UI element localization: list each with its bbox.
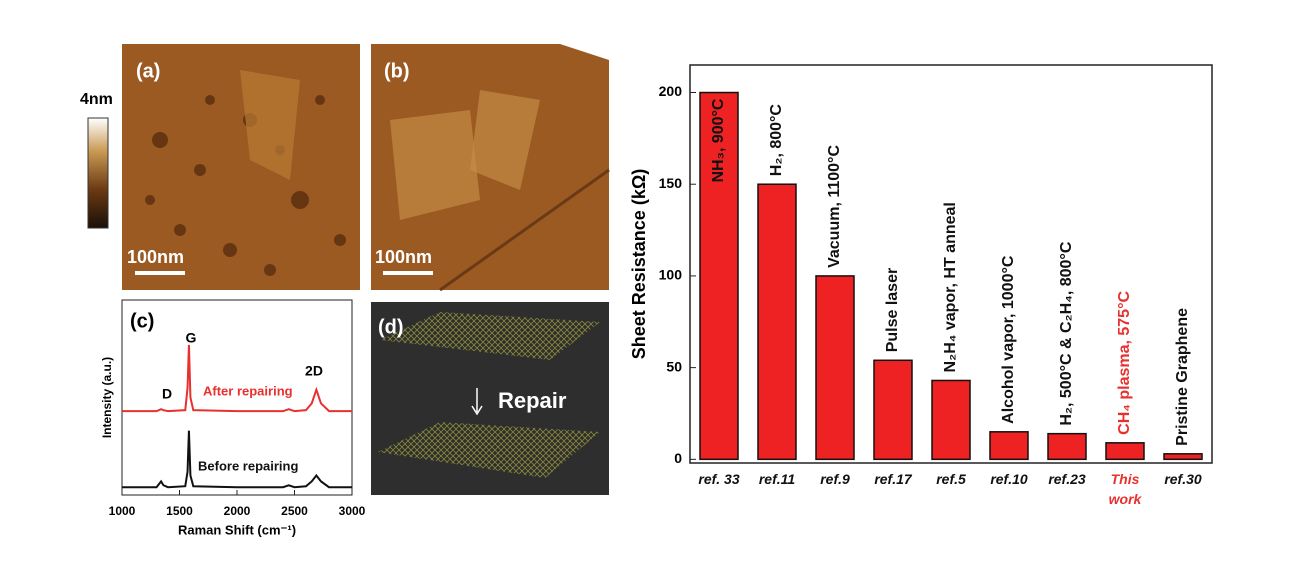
bar-label: NH₃, 900°C <box>710 98 727 182</box>
panel-label: (d) <box>378 316 404 338</box>
scale-label: 100nm <box>375 247 432 267</box>
scale-label: 100nm <box>127 247 184 267</box>
x-tick-label: 2500 <box>281 504 308 518</box>
spectrum-line <box>122 344 352 413</box>
axes-frame <box>689 64 1213 464</box>
peak-label: G <box>186 330 197 346</box>
x-tick-label: 1000 <box>109 504 136 518</box>
bar <box>757 183 797 461</box>
bar-label: H₂, 800°C <box>768 104 785 177</box>
bar-label: Alcohol vapor, 1000°C <box>1000 255 1017 424</box>
x-tick-label: 3000 <box>339 504 366 518</box>
x-tick-label: 1500 <box>166 504 193 518</box>
bar <box>989 431 1029 461</box>
bar <box>1105 442 1145 461</box>
x-tick-label: 2000 <box>224 504 251 518</box>
x-tick-label: ref.11 <box>759 471 796 487</box>
bar <box>815 275 855 461</box>
x-axis-label: Raman Shift (cm⁻¹) <box>178 522 296 537</box>
x-tick-label: ref.17 <box>874 471 913 487</box>
bar-label: Vacuum, 1100°C <box>826 145 843 268</box>
x-tick-label: ref.30 <box>1164 471 1202 487</box>
series-label: After repairing <box>203 383 293 398</box>
bar <box>931 379 971 461</box>
bar <box>1047 432 1087 461</box>
bar <box>699 91 739 461</box>
repair-diagram <box>371 302 609 495</box>
y-tick-label: 50 <box>666 358 682 374</box>
x-tick-label: ref.9 <box>820 471 850 487</box>
afm-image-b <box>371 44 610 292</box>
panel-label: (c) <box>130 310 154 332</box>
bar-label: Pristine Graphene <box>1174 308 1191 446</box>
y-tick-label: 150 <box>659 175 683 191</box>
bar <box>873 359 913 461</box>
y-axis-label: Sheet Resistance (kΩ) <box>629 169 649 360</box>
bar-label: Pulse laser <box>884 268 901 353</box>
panel-label: (b) <box>384 60 410 82</box>
peak-label: D <box>162 386 172 402</box>
bar <box>1163 453 1203 461</box>
x-tick-label: ref.5 <box>936 471 966 487</box>
x-tick-label: ref.10 <box>990 471 1028 487</box>
bar-label: CH₄ plasma, 575°C <box>1116 291 1133 435</box>
bar-label: H₂, 500°C & C₂H₄, 800°C <box>1058 241 1075 425</box>
y-axis-label: Intensity (a.u.) <box>100 357 114 438</box>
y-tick-label: 0 <box>674 450 682 466</box>
repair-label: Repair <box>498 388 567 413</box>
x-tick-label: ref. 33 <box>698 471 739 487</box>
y-tick-label: 100 <box>659 267 683 283</box>
x-tick-label: ref.23 <box>1048 471 1086 487</box>
bar-label: N₂H₄ vapor, HT anneal <box>942 202 959 372</box>
y-tick-label: 200 <box>659 83 683 99</box>
series-label: Before repairing <box>198 458 298 473</box>
spectrum-line <box>122 430 352 489</box>
panel-label: (a) <box>136 60 160 82</box>
colorbar-label: 4nm <box>80 91 113 108</box>
afm-image-a <box>122 44 360 290</box>
peak-label: 2D <box>305 363 323 379</box>
colorbar <box>87 117 109 229</box>
x-tick-label: This work <box>1109 471 1143 507</box>
